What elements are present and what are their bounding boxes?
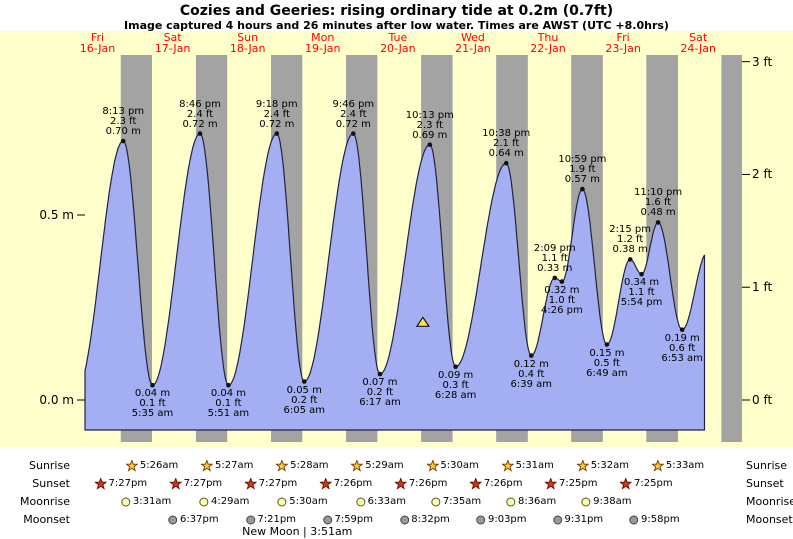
tide-extreme-dot bbox=[197, 131, 203, 136]
new-moon-label: New Moon | 3:51am bbox=[242, 525, 353, 538]
sunset-row-label-right: Sunset bbox=[746, 477, 784, 490]
tide-extreme-dot bbox=[150, 382, 155, 388]
tide-extreme-dot bbox=[453, 364, 458, 370]
tide-extreme-dot bbox=[552, 275, 558, 281]
night-band bbox=[721, 55, 742, 442]
tide-extreme-dot bbox=[559, 279, 565, 284]
tide-area bbox=[84, 132, 706, 431]
tide-extreme-dot bbox=[274, 131, 280, 136]
tide-extreme-dot bbox=[529, 353, 534, 358]
moonset-row-label-left: Moonset bbox=[23, 513, 70, 526]
sunset-row-label-left: Sunset bbox=[32, 477, 70, 490]
moonset-row-label-right: Moonset bbox=[746, 513, 793, 526]
moonrise-row-label-right: Moonrise bbox=[746, 495, 793, 508]
tide-extreme-dot bbox=[627, 257, 633, 262]
tide-extreme-dot bbox=[639, 271, 644, 277]
chart-subtitle: Image captured 4 hours and 26 minutes af… bbox=[124, 19, 669, 32]
tide-extreme-dot bbox=[503, 160, 509, 166]
sunrise-row-label-left: Sunrise bbox=[28, 459, 70, 472]
tide-extreme-dot bbox=[120, 138, 126, 144]
sunrise-row-label-right: Sunrise bbox=[746, 459, 788, 472]
tide-extreme-dot bbox=[226, 382, 231, 388]
tide-extreme-dot bbox=[427, 142, 433, 147]
tide-extreme-dot bbox=[377, 371, 383, 377]
page-title: Cozies and Geeries: rising ordinary tide… bbox=[179, 3, 614, 19]
tide-extreme-dot bbox=[604, 342, 610, 347]
tide-extreme-dot bbox=[302, 379, 307, 384]
tide-extreme-dot bbox=[580, 186, 585, 192]
tide-extreme-dot bbox=[679, 327, 685, 333]
tide-extreme-dot bbox=[351, 131, 356, 136]
moonrise-row-label-left: Moonrise bbox=[20, 495, 70, 508]
tide-extreme-dot bbox=[655, 220, 661, 225]
capture-time-marker bbox=[415, 316, 430, 327]
